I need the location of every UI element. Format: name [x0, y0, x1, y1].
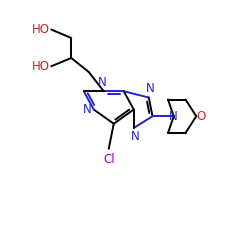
Text: HO: HO [32, 60, 50, 73]
Text: Cl: Cl [103, 153, 115, 166]
Text: N: N [98, 76, 107, 89]
Text: HO: HO [32, 23, 50, 36]
Text: N: N [146, 82, 154, 96]
Text: N: N [130, 130, 140, 143]
Text: O: O [196, 110, 205, 123]
Text: N: N [82, 103, 91, 116]
Text: N: N [169, 110, 178, 123]
